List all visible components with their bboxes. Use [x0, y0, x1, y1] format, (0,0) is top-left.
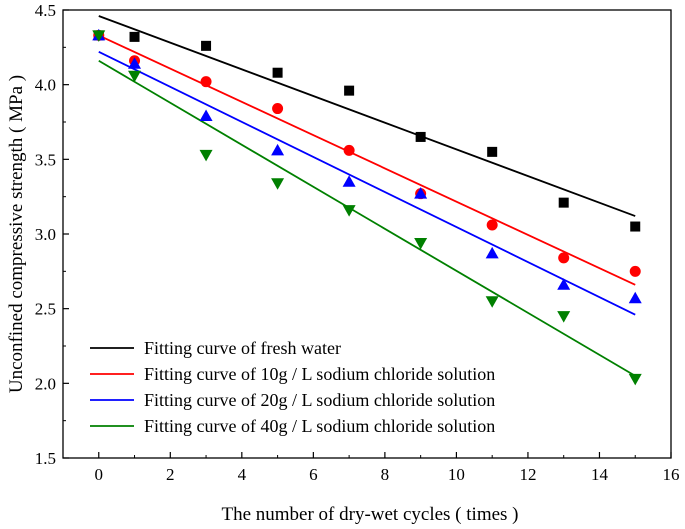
- y-tick-label: 2.0: [35, 374, 56, 393]
- data-point: [129, 31, 140, 42]
- data-point: [485, 246, 499, 259]
- data-point: [414, 187, 428, 199]
- x-tick-label: 8: [381, 465, 390, 484]
- data-point: [485, 296, 499, 308]
- data-point: [628, 373, 642, 386]
- data-point: [344, 85, 355, 96]
- data-markers: [92, 28, 642, 386]
- data-point: [415, 131, 426, 142]
- data-point: [630, 221, 641, 232]
- x-tick-label: 10: [448, 465, 465, 484]
- fit-line: [98, 15, 636, 217]
- y-tick-label: 3.0: [35, 225, 56, 244]
- data-point: [271, 178, 285, 190]
- fit-lines: [98, 15, 636, 377]
- data-point: [199, 149, 213, 162]
- x-tick-label: 4: [238, 465, 247, 484]
- x-tick-label: 14: [591, 465, 609, 484]
- data-point: [629, 265, 641, 277]
- data-point: [486, 219, 498, 231]
- data-point: [128, 57, 142, 69]
- x-tick-label: 0: [95, 465, 104, 484]
- x-tick-label: 16: [663, 465, 680, 484]
- data-point: [201, 40, 212, 51]
- y-tick-label: 4.5: [35, 1, 56, 20]
- data-point: [558, 252, 570, 264]
- data-point: [343, 144, 355, 156]
- data-point: [342, 205, 356, 217]
- fit-line: [98, 51, 636, 316]
- data-point: [342, 175, 356, 187]
- y-tick-label: 4.0: [35, 76, 56, 95]
- data-point: [271, 143, 285, 156]
- x-axis-label: The number of dry-wet cycles ( times ): [221, 504, 518, 525]
- y-tick-label: 2.5: [35, 300, 56, 319]
- data-point: [128, 70, 142, 83]
- data-point: [628, 291, 642, 304]
- y-tick-label: 1.5: [35, 449, 56, 468]
- legend-label: Fitting curve of 20g / L sodium chloride…: [144, 390, 495, 410]
- data-point: [272, 67, 283, 78]
- data-point: [557, 311, 571, 323]
- legend-label: Fitting curve of 10g / L sodium chloride…: [144, 364, 495, 384]
- data-point: [272, 103, 284, 115]
- x-tick-label: 2: [166, 465, 175, 484]
- legend-label: Fitting curve of fresh water: [144, 338, 341, 358]
- data-point: [200, 76, 212, 88]
- fit-line: [98, 34, 636, 286]
- y-axis-label: Unconfined compressive strength ( MPa ): [6, 75, 27, 393]
- x-axis: 0 2 4 6 8 10 12 14 16: [62, 452, 680, 484]
- data-point: [557, 278, 571, 290]
- legend-label: Fitting curve of 40g / L sodium chloride…: [144, 416, 495, 436]
- data-point: [558, 197, 569, 208]
- data-point: [414, 237, 428, 250]
- data-point: [199, 109, 213, 122]
- y-axis: 1.5 2.0 2.5 3.0 3.5 4.0 4.5: [35, 1, 69, 468]
- fit-line: [98, 59, 636, 377]
- x-tick-label: 12: [519, 465, 536, 484]
- data-point: [92, 30, 106, 42]
- x-tick-label: 6: [309, 465, 318, 484]
- y-tick-label: 3.5: [35, 150, 56, 169]
- legend: Fitting curve of fresh water Fitting curv…: [90, 338, 495, 436]
- data-point: [487, 146, 498, 157]
